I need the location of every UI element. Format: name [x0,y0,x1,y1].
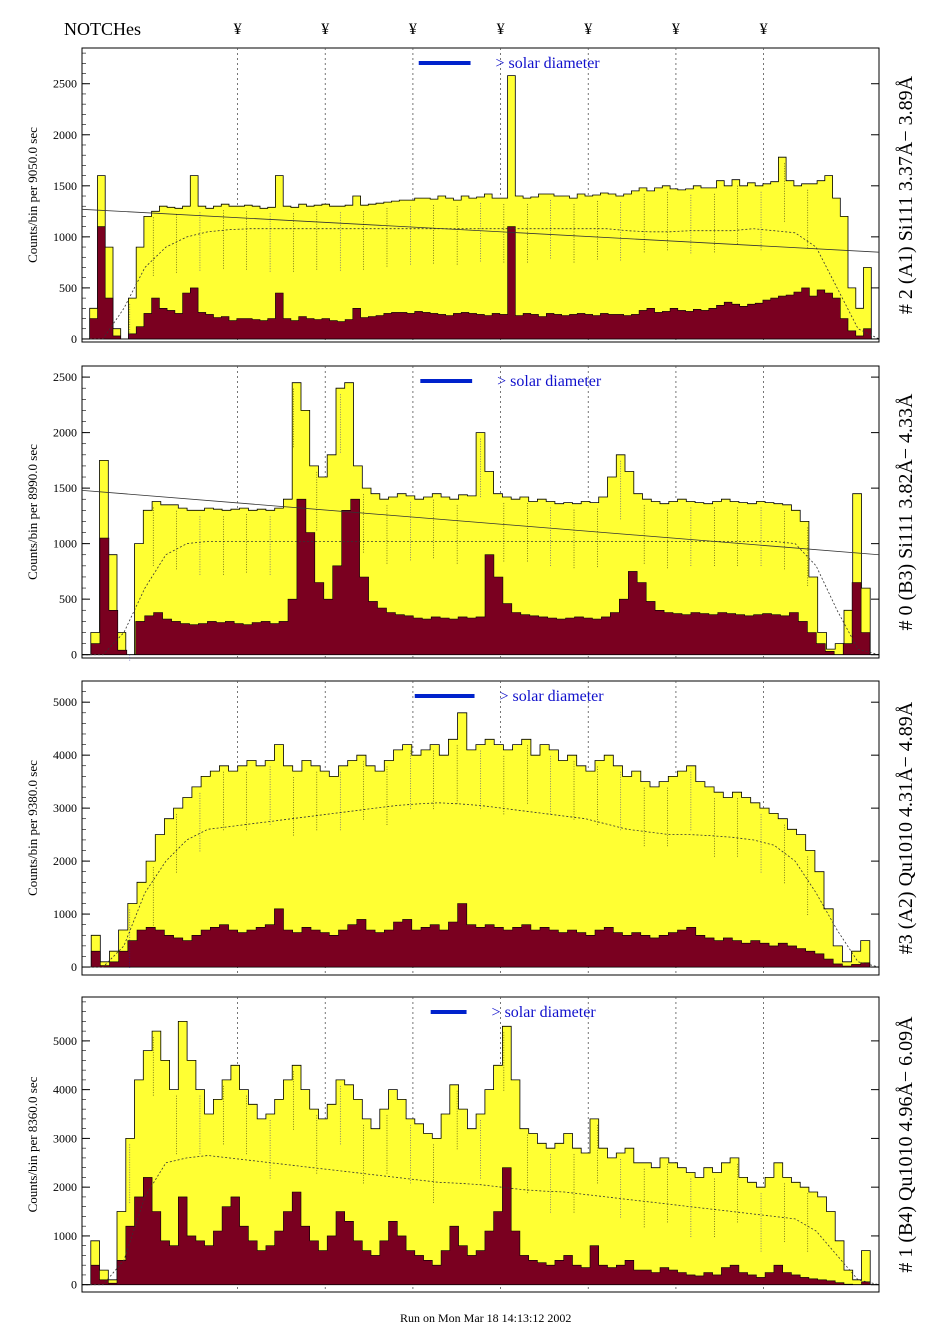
panel-side-label: # 2 (A1) Si111 3.37Å− 3.89Å [895,75,917,314]
y-tick-label: 2000 [53,128,77,142]
notches-label: NOTCHes [64,19,141,39]
y-tick-label: 500 [59,592,77,606]
notch-mark-1: ¥ [321,21,329,38]
y-tick-label: 0 [71,960,77,974]
y-tick-label: 3000 [53,801,77,815]
y-tick-label: 5000 [53,1034,77,1048]
plot-frame [81,365,880,659]
smooth-model-curve [82,802,880,968]
y-axis-label: Counts/bin per 9050.0 sec [25,127,40,263]
run-timestamp: Run on Mon Mar 18 14:13:12 2002 [400,1311,571,1325]
solar-diameter-label: > solar diameter [492,1004,597,1021]
solar-diameter-label: > solar diameter [496,55,601,72]
solar-diameter-label: > solar diameter [497,373,602,390]
y-tick-label: 2000 [53,426,77,440]
smooth-model-curve [82,1155,880,1286]
series-background-area [81,903,880,968]
chart-panel-1: 0 500 1000 1500 2000 2500 Counts/bin per 8990.… [25,365,917,662]
panel-side-label: #3 (A2) Qu1010 4.31Å− 4.89Å [895,701,917,954]
y-axis-label: Counts/bin per 9380.0 sec [25,760,40,896]
y-tick-label: 1500 [53,481,77,495]
y-tick-label: 2000 [53,854,77,868]
panels: 0 500 1000 1500 2000 2500 Counts/bin per 9050.… [25,47,917,1293]
series-total-area [81,75,880,340]
plot-frame [81,996,880,1293]
notch-marks: ¥ ¥ ¥ ¥ ¥ ¥ ¥ [234,21,768,38]
chart-panel-0: 0 500 1000 1500 2000 2500 Counts/bin per 9050.… [25,47,917,346]
solar-diameter-label: > solar diameter [500,688,605,705]
smooth-model-curve [82,228,880,340]
series-total-area [81,712,880,968]
y-tick-label: 500 [59,281,77,295]
y-tick-label: 4000 [53,748,77,762]
y-tick-label: 1000 [53,907,77,921]
y-tick-label: 2000 [53,1180,77,1194]
panel-side-label: # 0 (B3) Si111 3.82Å− 4.33Å [895,393,917,631]
y-tick-label: 1000 [53,537,77,551]
y-tick-label: 0 [71,332,77,346]
y-tick-label: 0 [71,1278,77,1292]
series-total-area [81,382,880,656]
notch-mark-3: ¥ [497,21,505,38]
series-background-area [81,226,880,340]
smooth-model-curve [82,541,880,656]
notch-mark-0: ¥ [234,21,242,38]
plot-frame [81,47,880,343]
y-tick-label: 1500 [53,179,77,193]
notch-mark-4: ¥ [584,21,592,38]
chart-panel-2: 0 1000 2000 3000 4000 5000 Counts/bin per 9380… [25,680,917,976]
y-tick-label: 1000 [53,1229,77,1243]
panel-side-label: # 1 (B4) Qu1010 4.96Å− 6.09Å [895,1016,917,1273]
y-tick-label: 4000 [53,1083,77,1097]
y-tick-label: 1000 [53,230,77,244]
y-axis-label: Counts/bin per 8360.0 sec [25,1076,40,1212]
plot-frame [81,680,880,976]
y-tick-label: 5000 [53,695,77,709]
y-tick-label: 0 [71,648,77,662]
chart-panel-3: 0 1000 2000 3000 4000 5000 Counts/bin per 8360… [25,996,917,1293]
y-tick-label: 3000 [53,1131,77,1145]
y-tick-label: 2500 [53,77,77,91]
notch-header: NOTCHes ¥ ¥ ¥ ¥ ¥ ¥ ¥ [64,19,768,39]
notch-mark-6: ¥ [760,21,768,38]
notch-mark-2: ¥ [409,21,417,38]
trend-line [81,489,880,556]
series-background-area [81,498,880,655]
notch-mark-5: ¥ [672,21,680,38]
series-background-area [81,1167,880,1285]
y-tick-label: 2500 [53,370,77,384]
y-axis-label: Counts/bin per 8990.0 sec [25,444,40,580]
